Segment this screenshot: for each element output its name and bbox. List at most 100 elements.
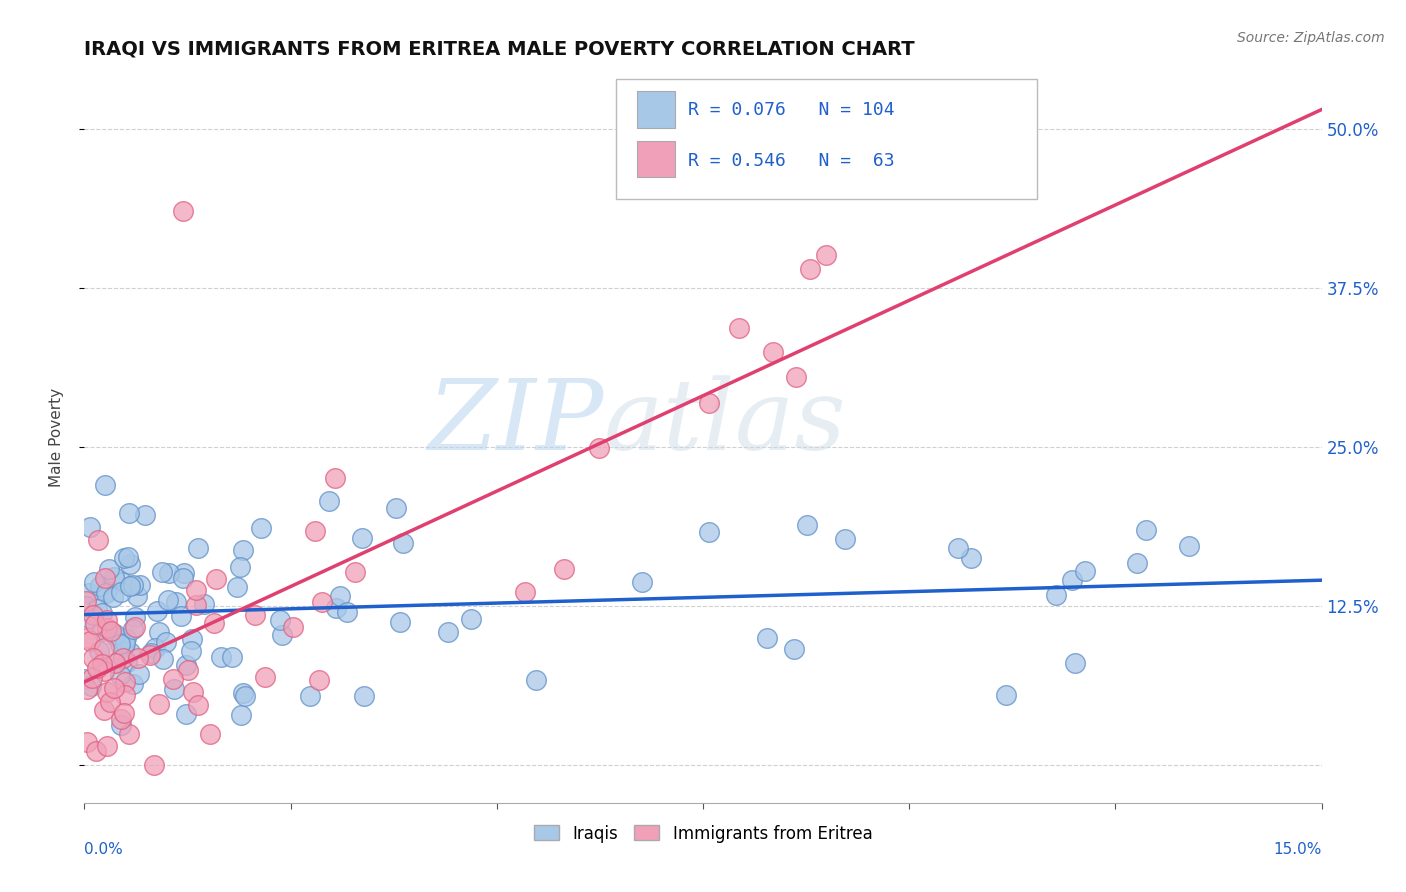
Point	[112, 639, 135, 653]
Point	[148, 697, 170, 711]
Point	[103, 570, 125, 584]
Point	[209, 650, 232, 665]
Point	[762, 344, 785, 359]
Point	[93, 703, 115, 717]
Point	[120, 645, 142, 659]
Point	[104, 627, 127, 641]
Point	[148, 625, 170, 640]
Point	[87, 533, 110, 547]
Point	[111, 575, 134, 590]
Text: 15.0%: 15.0%	[1274, 842, 1322, 856]
Point	[98, 695, 121, 709]
Point	[117, 550, 139, 565]
Point	[783, 641, 806, 656]
Point	[323, 471, 346, 485]
Point	[329, 590, 352, 604]
Point	[73, 672, 96, 686]
Point	[198, 727, 221, 741]
Point	[336, 606, 359, 620]
Point	[187, 541, 209, 555]
FancyBboxPatch shape	[637, 91, 675, 128]
Point	[76, 632, 98, 646]
Point	[157, 566, 180, 581]
Point	[162, 681, 184, 696]
Point	[180, 632, 202, 646]
Point	[202, 615, 225, 630]
FancyBboxPatch shape	[616, 78, 1038, 200]
Point	[90, 624, 112, 638]
Point	[785, 370, 807, 384]
Point	[122, 622, 145, 636]
Point	[385, 500, 408, 515]
Point	[308, 673, 330, 687]
Point	[232, 542, 254, 557]
Point	[118, 726, 141, 740]
Point	[134, 508, 156, 522]
Point	[1045, 588, 1067, 602]
Point	[76, 734, 98, 748]
Point	[104, 656, 127, 670]
Point	[76, 682, 98, 697]
Point	[101, 591, 124, 605]
Point	[318, 494, 340, 508]
Point	[204, 572, 226, 586]
Point	[96, 584, 118, 599]
Point	[298, 690, 321, 704]
Point	[80, 671, 103, 685]
Point	[250, 521, 273, 535]
Text: atlas: atlas	[605, 375, 846, 470]
Point	[125, 589, 148, 603]
Point	[173, 566, 195, 581]
Text: 0.0%: 0.0%	[84, 842, 124, 856]
Point	[112, 706, 135, 720]
Point	[82, 608, 104, 623]
Point	[90, 606, 112, 620]
Point	[108, 637, 131, 651]
Point	[834, 532, 856, 546]
Point	[524, 673, 547, 688]
Point	[177, 663, 200, 677]
Text: R = 0.546   N =  63: R = 0.546 N = 63	[688, 153, 894, 170]
Point	[114, 674, 136, 689]
Point	[728, 321, 751, 335]
Point	[325, 601, 347, 615]
Point	[350, 531, 373, 545]
Point	[155, 634, 177, 648]
Text: Source: ZipAtlas.com: Source: ZipAtlas.com	[1237, 31, 1385, 45]
Point	[180, 644, 202, 658]
Point	[697, 524, 720, 539]
Point	[353, 689, 375, 703]
Text: R = 0.076   N = 104: R = 0.076 N = 104	[688, 101, 894, 120]
Point	[96, 739, 118, 754]
Point	[226, 580, 249, 594]
Point	[79, 520, 101, 534]
Point	[699, 396, 721, 410]
Point	[89, 644, 111, 658]
Point	[96, 613, 118, 627]
Point	[437, 624, 460, 639]
Point	[796, 517, 818, 532]
Point	[142, 757, 165, 772]
Point	[229, 708, 252, 723]
Point	[93, 571, 115, 585]
Point	[139, 647, 162, 661]
Point	[193, 597, 215, 611]
Point	[187, 698, 209, 713]
Point	[96, 685, 118, 699]
Point	[172, 571, 194, 585]
Point	[269, 613, 291, 627]
Point	[281, 620, 304, 634]
Point	[631, 574, 654, 589]
Point	[553, 562, 575, 576]
Point	[254, 670, 277, 684]
FancyBboxPatch shape	[637, 141, 675, 178]
Point	[124, 620, 146, 634]
Point	[162, 672, 184, 686]
Point	[98, 562, 121, 576]
Point	[232, 686, 254, 700]
Point	[1060, 574, 1083, 588]
Point	[815, 247, 838, 261]
Point	[122, 677, 145, 691]
Point	[165, 594, 187, 608]
Point	[233, 689, 256, 703]
